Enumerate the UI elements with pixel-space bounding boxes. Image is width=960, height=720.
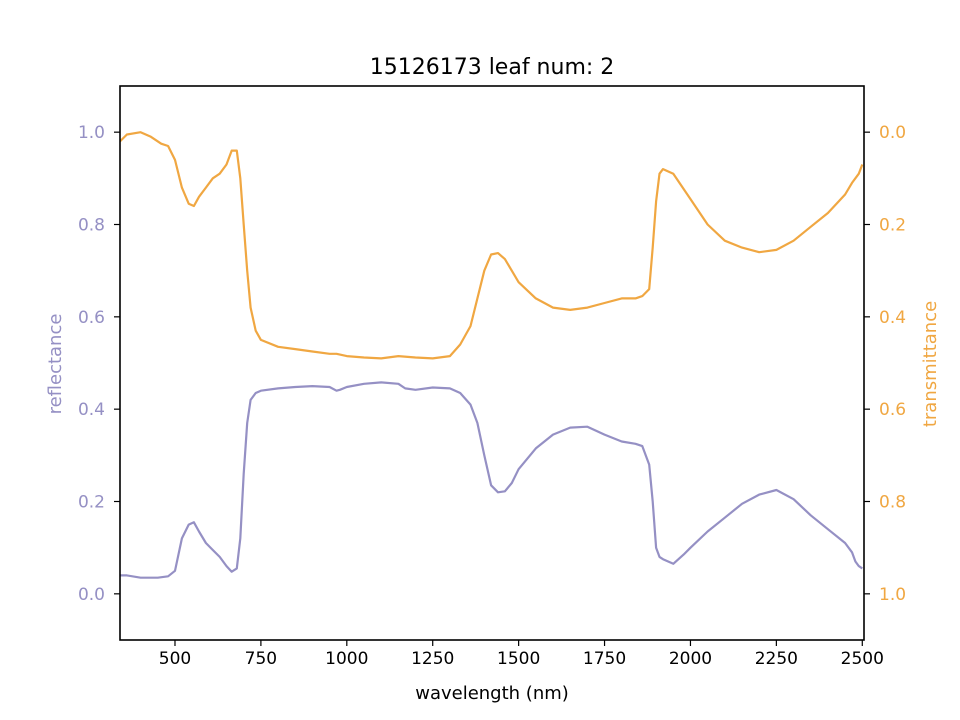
- chart-title: 15126173 leaf num: 2: [370, 55, 615, 80]
- left-y-tick-label: 0.8: [78, 216, 105, 236]
- left-y-tick-label: 0.6: [78, 308, 105, 328]
- series-layer: [120, 131, 864, 579]
- transmittance-line: [120, 131, 864, 360]
- left-y-tick-label: 0.2: [78, 493, 105, 513]
- right-y-tick-label: 0.6: [879, 400, 906, 420]
- x-tick-label: 1250: [411, 649, 454, 669]
- x-tick-label: 2250: [755, 649, 798, 669]
- right-y-tick-label: 0.4: [879, 308, 906, 328]
- x-axis-label: wavelength (nm): [415, 683, 569, 704]
- left-y-axis-label: reflectance: [45, 314, 66, 415]
- plot-frame: [119, 85, 865, 641]
- right-y-tick-label: 0.8: [879, 493, 906, 513]
- axes-layer: 500 750 1000 1250 1500 1750 2000 2250 2500 0.0 0.2…: [78, 85, 906, 669]
- x-tick-label: 500: [159, 649, 191, 669]
- x-tick-label: 1500: [497, 649, 540, 669]
- x-tick-label: 2500: [841, 649, 884, 669]
- x-tick-label: 1750: [583, 649, 626, 669]
- right-y-tick-label: 0.0: [879, 123, 906, 143]
- x-tick-label: 2000: [669, 649, 712, 669]
- x-tick-label: 1000: [325, 649, 368, 669]
- left-y-tick-label: 1.0: [78, 123, 105, 143]
- left-y-tick-label: 0.0: [78, 585, 105, 605]
- right-y-axis-label: transmittance: [920, 301, 941, 427]
- right-y-tick-label: 1.0: [879, 585, 906, 605]
- left-y-tick-label: 0.4: [78, 400, 105, 420]
- reflectance-line: [120, 381, 863, 579]
- right-y-tick-label: 0.2: [879, 216, 906, 236]
- x-tick-label: 750: [245, 649, 277, 669]
